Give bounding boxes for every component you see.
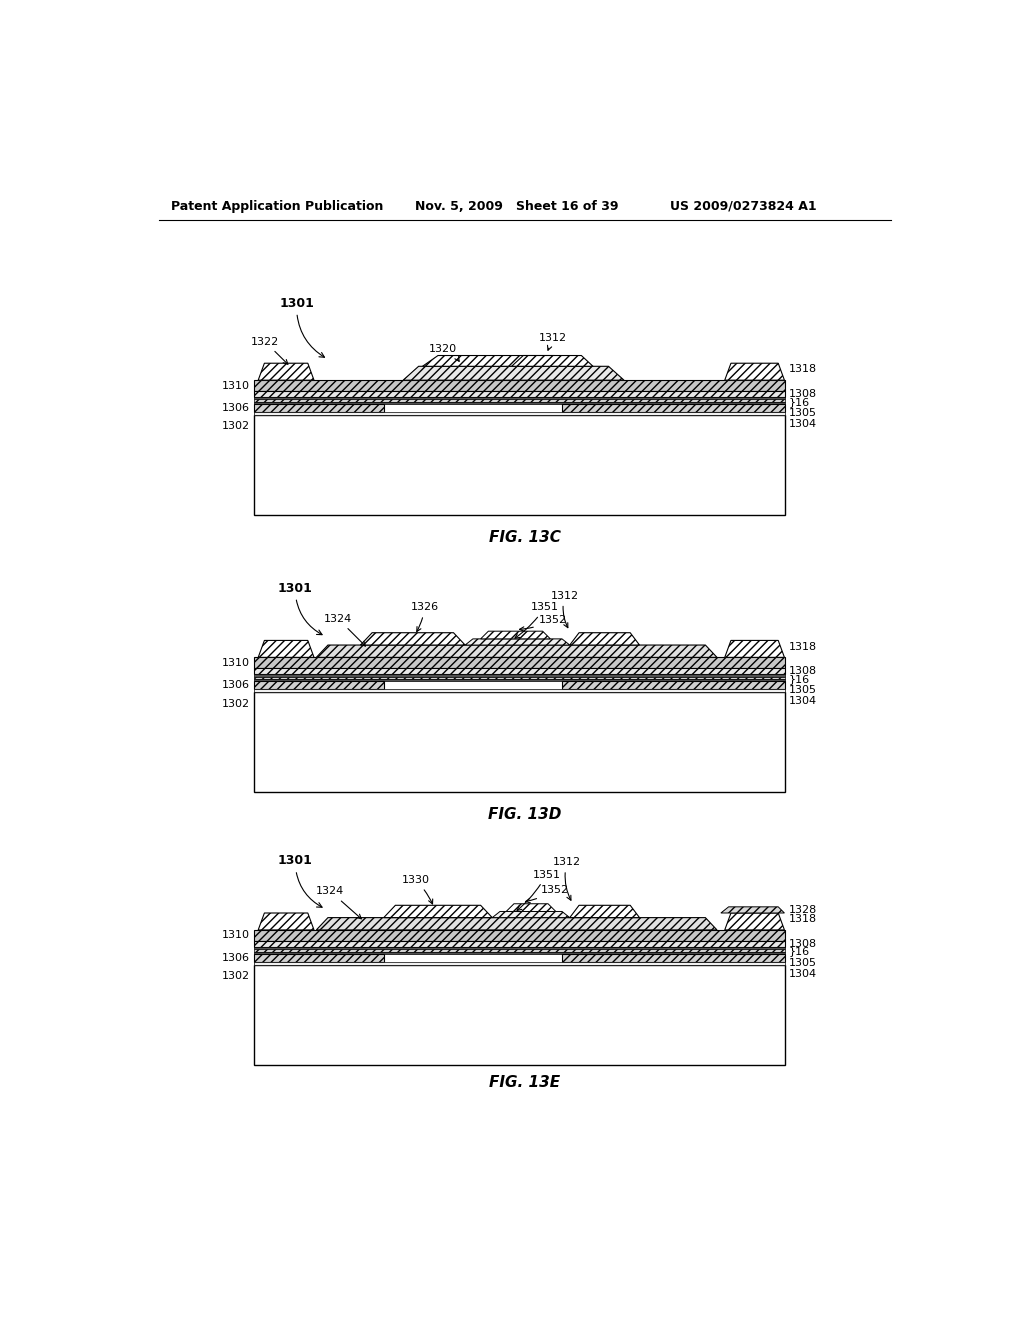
Bar xyxy=(562,681,785,689)
Text: 1305: 1305 xyxy=(790,958,817,968)
Text: 1324: 1324 xyxy=(324,614,366,645)
Polygon shape xyxy=(384,906,493,917)
Text: 1318: 1318 xyxy=(790,642,817,652)
Text: US 2009/0273824 A1: US 2009/0273824 A1 xyxy=(671,199,817,213)
Text: 1308: 1308 xyxy=(790,939,817,949)
Text: 1326: 1326 xyxy=(411,602,439,631)
Text: 1318: 1318 xyxy=(790,364,817,375)
Bar xyxy=(254,952,785,954)
Bar xyxy=(254,400,785,401)
Polygon shape xyxy=(725,640,784,657)
Polygon shape xyxy=(423,355,569,367)
Polygon shape xyxy=(465,639,569,645)
Text: 1302: 1302 xyxy=(221,421,250,432)
Text: 1312: 1312 xyxy=(550,591,579,627)
Text: 1330: 1330 xyxy=(401,875,433,904)
Bar xyxy=(254,941,785,946)
Polygon shape xyxy=(258,913,314,929)
Bar xyxy=(254,668,785,675)
Polygon shape xyxy=(480,631,550,639)
Text: 1306: 1306 xyxy=(221,680,250,690)
Text: FIG. 13C: FIG. 13C xyxy=(488,529,561,545)
Text: 1306: 1306 xyxy=(221,953,250,962)
Text: 1328: 1328 xyxy=(790,906,817,915)
Polygon shape xyxy=(360,632,465,645)
Text: 1304: 1304 xyxy=(790,969,817,979)
Polygon shape xyxy=(506,904,556,911)
Text: 1312: 1312 xyxy=(553,857,581,900)
Text: 1352: 1352 xyxy=(519,615,567,631)
Polygon shape xyxy=(493,911,569,917)
Text: }16: }16 xyxy=(790,397,810,407)
Bar xyxy=(254,657,785,668)
Text: 1308: 1308 xyxy=(790,389,817,399)
Bar xyxy=(254,397,785,400)
Text: 1301: 1301 xyxy=(278,582,323,635)
Text: 1302: 1302 xyxy=(221,972,250,981)
Text: 1324: 1324 xyxy=(316,887,361,919)
Bar xyxy=(254,675,785,677)
Polygon shape xyxy=(316,917,717,929)
Bar xyxy=(254,949,785,952)
Polygon shape xyxy=(721,907,784,913)
Polygon shape xyxy=(725,363,784,380)
Bar xyxy=(254,412,785,414)
Text: 1304: 1304 xyxy=(790,418,817,429)
Bar xyxy=(254,404,384,412)
Polygon shape xyxy=(258,640,314,657)
Text: 1351: 1351 xyxy=(515,602,559,638)
Bar xyxy=(254,965,785,1065)
Bar xyxy=(254,929,785,941)
Text: 1318: 1318 xyxy=(790,915,817,924)
Bar xyxy=(562,954,785,961)
Bar xyxy=(254,391,785,397)
Polygon shape xyxy=(512,355,593,367)
Bar xyxy=(254,961,785,965)
Text: 1306: 1306 xyxy=(221,403,250,413)
Text: 1310: 1310 xyxy=(221,380,250,391)
Text: Patent Application Publication: Patent Application Publication xyxy=(171,199,383,213)
Polygon shape xyxy=(258,363,314,380)
Text: 1305: 1305 xyxy=(790,408,817,418)
Polygon shape xyxy=(403,367,624,380)
Text: 1305: 1305 xyxy=(790,685,817,696)
Bar xyxy=(254,954,384,961)
Polygon shape xyxy=(569,632,640,645)
Bar xyxy=(254,689,785,692)
Bar xyxy=(254,692,785,792)
Text: FIG. 13D: FIG. 13D xyxy=(488,807,561,822)
Text: 1351: 1351 xyxy=(517,870,560,911)
Text: 1310: 1310 xyxy=(221,931,250,940)
Text: 1301: 1301 xyxy=(280,297,325,358)
Text: 1352: 1352 xyxy=(525,884,569,903)
Text: 1308: 1308 xyxy=(790,667,817,676)
Bar xyxy=(254,401,785,404)
Text: 1320: 1320 xyxy=(429,345,459,362)
Text: 1310: 1310 xyxy=(221,657,250,668)
Text: 1301: 1301 xyxy=(278,854,323,907)
Bar xyxy=(254,677,785,678)
Text: Nov. 5, 2009   Sheet 16 of 39: Nov. 5, 2009 Sheet 16 of 39 xyxy=(415,199,618,213)
Text: FIG. 13E: FIG. 13E xyxy=(489,1074,560,1090)
Text: 1302: 1302 xyxy=(221,698,250,709)
Bar xyxy=(254,414,785,515)
Bar xyxy=(254,681,384,689)
Bar xyxy=(254,678,785,681)
Text: }16: }16 xyxy=(790,675,810,684)
Bar xyxy=(562,404,785,412)
Polygon shape xyxy=(725,913,784,929)
Bar xyxy=(254,946,785,949)
Polygon shape xyxy=(569,906,640,917)
Text: 1322: 1322 xyxy=(251,337,288,364)
Polygon shape xyxy=(316,645,717,657)
Text: 1304: 1304 xyxy=(790,696,817,706)
Text: }16: }16 xyxy=(790,946,810,957)
Bar xyxy=(254,380,785,391)
Text: 1312: 1312 xyxy=(539,333,567,350)
